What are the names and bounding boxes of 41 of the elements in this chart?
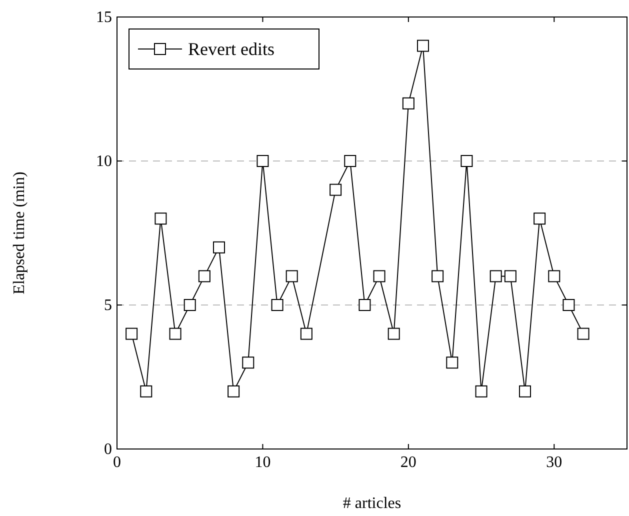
point (460, 155, 473, 167)
point (548, 270, 560, 282)
point (286, 270, 298, 282)
point (140, 385, 152, 398)
y-tick-label: 0 (104, 441, 112, 458)
point (358, 299, 371, 311)
point (432, 270, 444, 282)
x-tick-label: 30 (546, 454, 562, 471)
point (126, 328, 138, 340)
x-axis-title: # articles (342, 495, 402, 512)
x-tick-label: 20 (400, 454, 416, 471)
point (519, 385, 531, 398)
point (475, 385, 488, 398)
point (154, 212, 167, 225)
point (504, 270, 516, 282)
point (562, 299, 575, 311)
point (184, 299, 196, 311)
legend-label: Revert edits (188, 39, 274, 59)
point (344, 155, 356, 167)
point (330, 184, 342, 196)
point (577, 328, 590, 340)
point (213, 241, 225, 254)
y-tick-label: 5 (104, 297, 112, 314)
point (402, 97, 414, 110)
y-tick-label: 10 (96, 153, 112, 170)
y-axis-title: Elapsed time (min) (11, 172, 28, 294)
y-tick-label: 15 (96, 9, 112, 26)
point (271, 299, 284, 311)
point (417, 40, 429, 52)
point (490, 270, 502, 282)
point (169, 328, 182, 340)
point (534, 212, 546, 225)
point (198, 270, 210, 282)
point (228, 385, 240, 398)
point (373, 270, 386, 282)
point (242, 356, 254, 369)
point (388, 328, 400, 340)
point (300, 328, 312, 340)
point (256, 155, 269, 167)
x-tick-label: 10 (254, 454, 271, 471)
point (446, 356, 458, 369)
